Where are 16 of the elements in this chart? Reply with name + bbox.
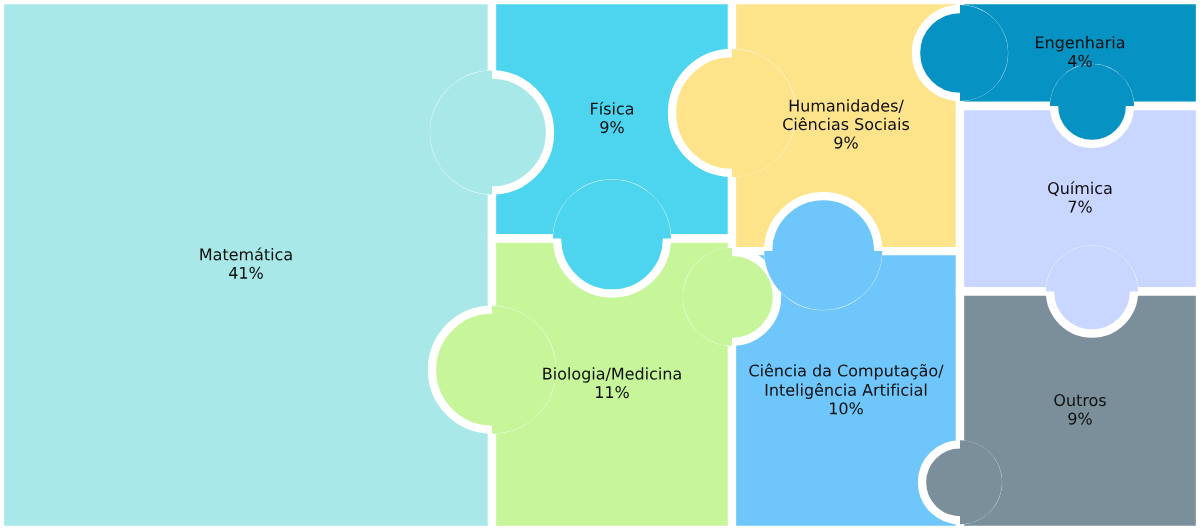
data-label: 4%	[1068, 54, 1092, 67]
data-label: 41%	[229, 266, 263, 279]
data-label: 11%	[596, 386, 629, 399]
category-label: Matemática	[200, 247, 292, 261]
category-label: Química	[1048, 181, 1112, 196]
data-label: 9%	[834, 136, 858, 149]
category-label: Ciência da Computação/ Inteligência Artificial	[749, 363, 944, 399]
data-label: 7%	[1068, 200, 1092, 213]
category-label: Biologia/Medicina	[543, 367, 681, 383]
category-label: Outros	[1054, 394, 1106, 407]
data-label: 10%	[830, 402, 863, 415]
category-label: Engenharia	[1036, 36, 1125, 52]
category-label: Física	[591, 101, 634, 115]
data-label: 9%	[1068, 412, 1092, 425]
category-label: Humanidades/ Ciências Sociais	[783, 99, 910, 131]
data-label: 9%	[600, 121, 624, 134]
